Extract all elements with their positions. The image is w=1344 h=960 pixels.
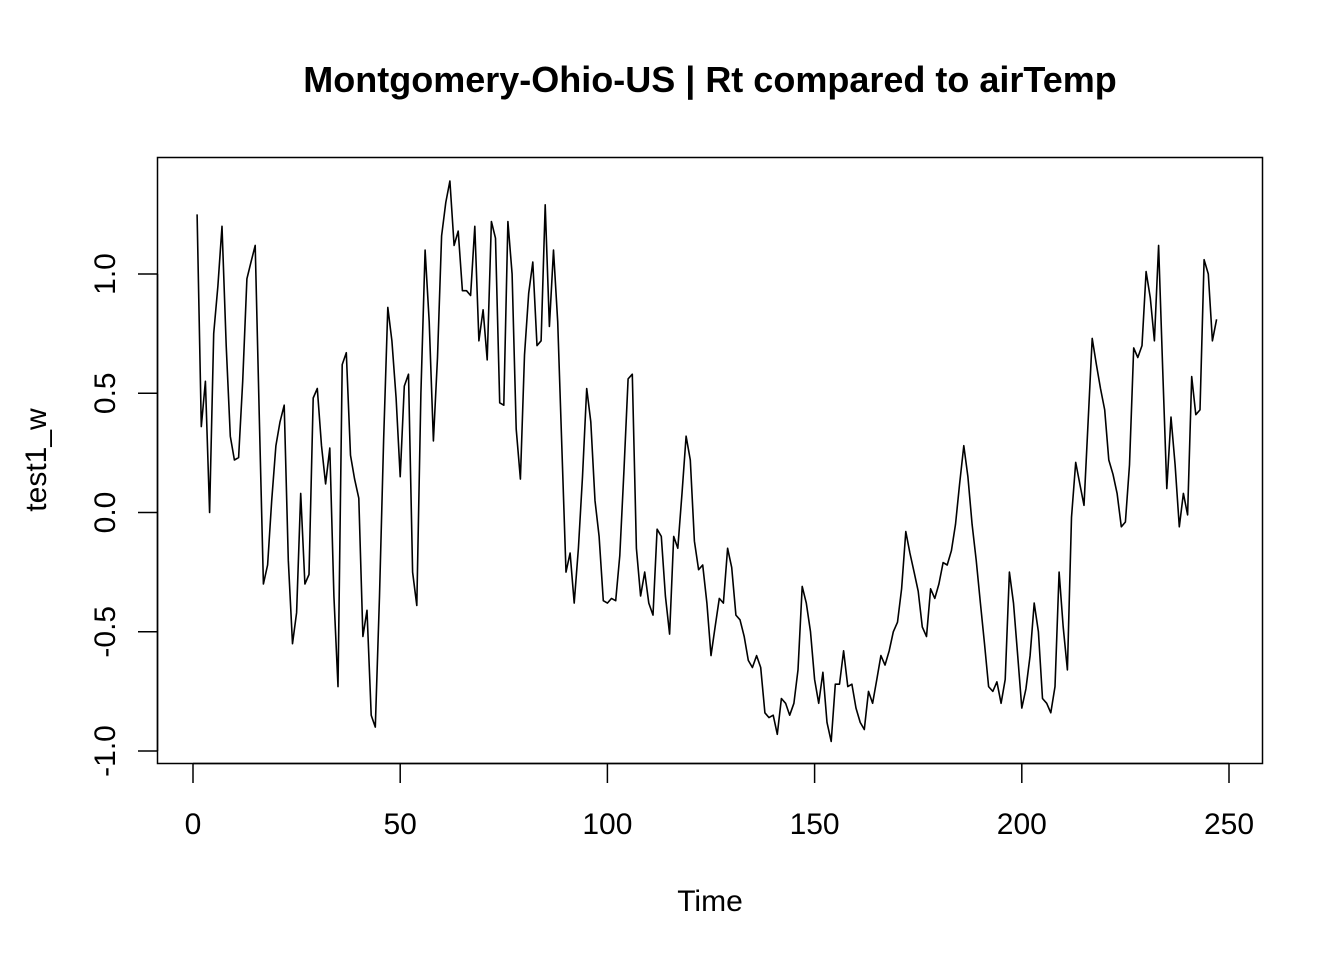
x-tick-label: 150 [790, 808, 840, 841]
y-axis: -1.0 -0.5 0.0 0.5 1.0 [89, 253, 159, 777]
y-tick-label: 0.0 [89, 492, 122, 534]
x-tick-label: 0 [185, 808, 202, 841]
x-axis-label: Time [677, 885, 743, 918]
y-tick-label: -1.0 [89, 725, 122, 777]
y-tick-label: 1.0 [89, 253, 122, 295]
x-tick-label: 200 [997, 808, 1047, 841]
x-tick-label: 50 [384, 808, 417, 841]
x-tick-label: 250 [1204, 808, 1254, 841]
chart-title: Montgomery-Ohio-US | Rt compared to airT… [303, 59, 1116, 101]
y-tick-label: -0.5 [89, 606, 122, 658]
series-line [196, 180, 1218, 743]
y-tick-label: 0.5 [89, 372, 122, 414]
y-axis-label: test1_w [20, 408, 53, 512]
x-tick-label: 100 [582, 808, 632, 841]
x-axis: 0 50 100 150 200 250 [185, 762, 1254, 841]
